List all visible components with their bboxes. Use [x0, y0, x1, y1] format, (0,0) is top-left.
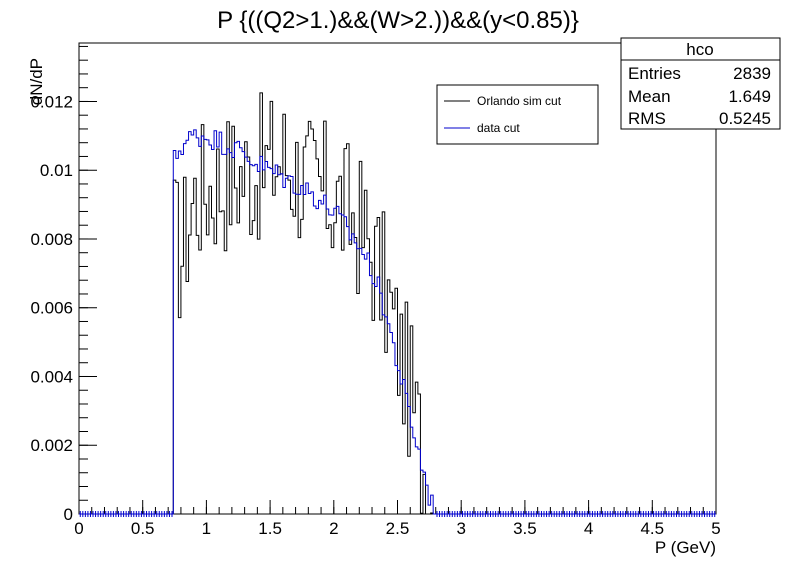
y-tick-label: 0.002 [30, 436, 73, 455]
x-axis-ticks: 0 0.5 1 1.5 2 2.5 3 3.5 4 4.5 5 [74, 500, 721, 538]
chart-title: P {((Q2>1.)&&(W>2.))&&(y<0.85)} [217, 7, 579, 34]
y-axis-label: dN/dP [27, 58, 46, 105]
x-tick-label: 2.5 [386, 519, 410, 538]
x-tick-label: 1.5 [258, 519, 282, 538]
y-tick-label: 0.006 [30, 299, 73, 318]
series-sim-histogram [79, 92, 716, 515]
stats-box: hco Entries 2839 Mean 1.649 RMS 0.5245 [620, 37, 781, 130]
stats-entries-value: 2839 [733, 64, 771, 83]
stats-rms-label: RMS [628, 109, 666, 128]
stats-box-title: hco [686, 40, 713, 59]
stats-rms-value: 0.5245 [719, 109, 771, 128]
x-tick-label: 0.5 [131, 519, 155, 538]
legend: Orlando sim cut data cut [436, 84, 599, 145]
y-axis-ticks: 0 0.002 0.004 0.006 0.008 0.01 0.012 [30, 45, 97, 524]
y-tick-label: 0.01 [40, 161, 73, 180]
stats-mean-value: 1.649 [728, 87, 771, 106]
stats-entries-label: Entries [628, 64, 681, 83]
plot-frame [78, 42, 717, 515]
legend-box [436, 84, 599, 145]
legend-label-data: data cut [477, 121, 520, 135]
x-tick-label: 4.5 [640, 519, 664, 538]
x-tick-label: 2 [329, 519, 338, 538]
x-tick-label: 0 [74, 519, 83, 538]
y-tick-label: 0.004 [30, 367, 73, 386]
stats-box-frame [620, 37, 781, 130]
y-tick-label: 0 [64, 505, 73, 524]
series-data-histogram [79, 129, 716, 515]
stats-mean-label: Mean [628, 87, 671, 106]
x-tick-label: 3.5 [513, 519, 537, 538]
x-tick-label: 4 [584, 519, 593, 538]
x-axis-label: P (GeV) [655, 538, 716, 557]
x-tick-label: 5 [711, 519, 720, 538]
x-tick-label: 3 [456, 519, 465, 538]
series-group [79, 92, 716, 517]
y-tick-label: 0.012 [30, 92, 73, 111]
y-tick-label: 0.008 [30, 230, 73, 249]
legend-label-sim: Orlando sim cut [477, 94, 562, 108]
x-tick-label: 1 [202, 519, 211, 538]
